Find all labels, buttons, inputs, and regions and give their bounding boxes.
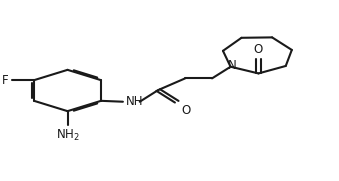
- Text: F: F: [2, 74, 9, 87]
- Text: NH: NH: [126, 95, 144, 108]
- Text: O: O: [254, 43, 263, 56]
- Text: N: N: [227, 59, 236, 72]
- Text: NH$_2$: NH$_2$: [56, 128, 79, 143]
- Text: O: O: [182, 104, 191, 117]
